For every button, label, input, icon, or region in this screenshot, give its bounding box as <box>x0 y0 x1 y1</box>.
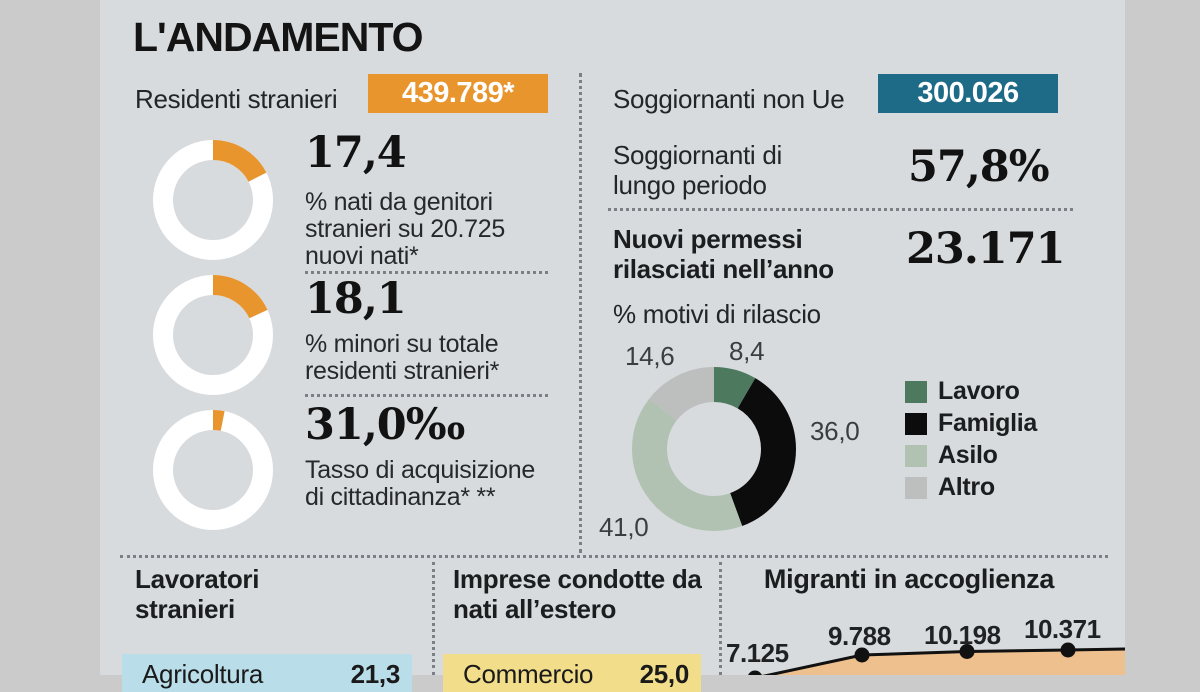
divider-donut-2 <box>305 394 548 397</box>
motivi-label-asilo: 41,0 <box>599 512 649 542</box>
migranti-point-label-1: 7.125 <box>726 638 789 668</box>
legend-label-lavoro: Lavoro <box>938 377 1020 405</box>
motivi-label-lavoro: 8,4 <box>729 336 765 366</box>
donut-chart-nati <box>153 140 273 260</box>
divider-bottom-col-1 <box>432 562 435 675</box>
imprese-title: Imprese condotte da nati all’estero <box>453 564 702 624</box>
legend-item-famiglia: Famiglia <box>905 409 1037 438</box>
donut-chart-cittadinanza <box>153 410 273 530</box>
residenti-value-badge: 439.789* <box>368 74 548 113</box>
legend-item-lavoro: Lavoro <box>905 377 1020 406</box>
permessi-value: 23.171 <box>906 224 1066 274</box>
migranti-title: Migranti in accoglienza <box>763 564 1055 594</box>
permessi-donut-chart <box>632 367 796 531</box>
migranti-point-label-4: 10.371 <box>1024 614 1101 644</box>
motivi-subtitle: % motivi di rilascio <box>613 299 821 329</box>
residenti-label: Residenti stranieri <box>135 84 338 114</box>
legend-item-altro: Altro <box>905 473 995 502</box>
famiglia-swatch-icon <box>905 412 927 435</box>
lungo-periodo-value: 57,8% <box>908 142 1050 192</box>
page-title: L'ANDAMENTO <box>133 14 424 60</box>
legend-label-altro: Altro <box>938 473 995 501</box>
divider-bottom-col-2 <box>719 562 722 675</box>
divider-right-column <box>608 208 1073 211</box>
minori-desc: % minori su totale residenti stranieri* <box>305 330 500 385</box>
motivi-label-famiglia: 36,0 <box>810 416 860 446</box>
nati-value: 17,4 <box>305 128 407 178</box>
lavoratori-bar-agricoltura: Agricoltura 21,3 <box>122 654 412 692</box>
cittadinanza-desc: Tasso di acquisizione di cittadinanza* *… <box>305 456 535 511</box>
cittadinanza-value: 31,0‰ <box>305 400 465 450</box>
vertical-divider-main <box>579 73 582 553</box>
lungo-periodo-label: Soggiornanti di lungo periodo <box>613 140 782 200</box>
donut-chart-minori <box>153 275 273 395</box>
altro-swatch-icon <box>905 476 927 499</box>
lavoratori-title: Lavoratori stranieri <box>135 564 260 624</box>
divider-bottom-section <box>120 555 1108 558</box>
legend-label-famiglia: Famiglia <box>938 409 1038 437</box>
soggiornanti-non-ue-badge: 300.026 <box>878 74 1058 113</box>
lavoro-swatch-icon <box>905 380 927 403</box>
infographic-panel: L'ANDAMENTO Residenti stranieri 439.789*… <box>100 0 1125 692</box>
legend-item-asilo: Asilo <box>905 441 998 470</box>
imprese-bar-commercio: Commercio 25,0 <box>443 654 701 692</box>
migranti-point-label-2: 9.788 <box>828 621 891 651</box>
motivi-label-altro: 14,6 <box>625 341 675 371</box>
divider-donut-1 <box>305 271 548 274</box>
legend-label-asilo: Asilo <box>938 441 998 469</box>
asilo-swatch-icon <box>905 444 927 467</box>
minori-value: 18,1 <box>305 274 407 324</box>
migranti-area-chart <box>748 642 1125 675</box>
permessi-label: Nuovi permessi rilasciati nell’anno <box>613 224 834 284</box>
nati-desc: % nati da genitori stranieri su 20.725 n… <box>305 188 505 270</box>
migranti-point-label-3: 10.198 <box>924 620 1001 650</box>
soggiornanti-non-ue-label: Soggiornanti non Ue <box>613 84 845 114</box>
